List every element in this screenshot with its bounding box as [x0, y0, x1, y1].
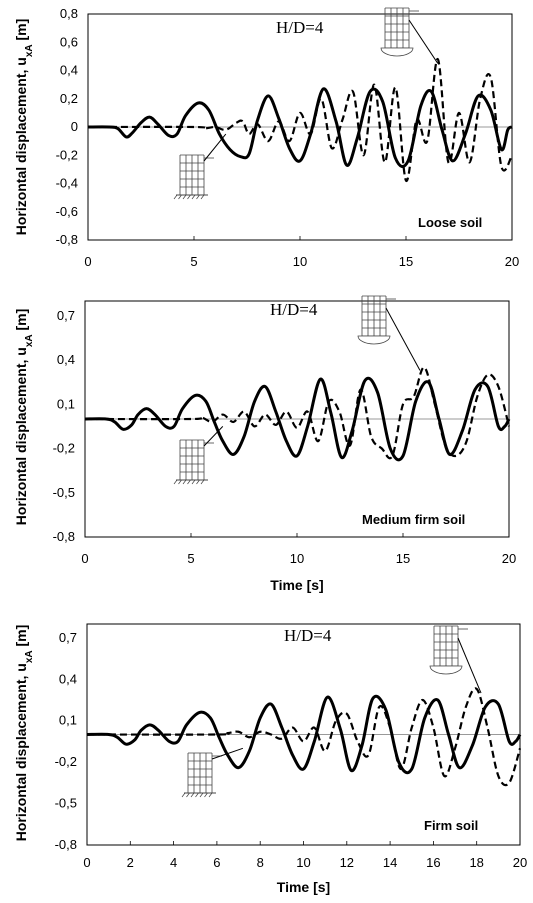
soil-label: Medium firm soil — [362, 512, 465, 527]
soil-label: Loose soil — [418, 215, 482, 230]
x-axis-label: Time [s] — [270, 577, 323, 593]
y-tick-label: -0,4 — [56, 176, 78, 191]
x-tick-label: 0 — [84, 254, 91, 269]
ground-hatch — [182, 194, 187, 200]
ground-hatch — [191, 194, 196, 200]
foundation-icon — [380, 47, 414, 57]
x-tick-label: 2 — [127, 855, 134, 870]
series-line-dashed — [87, 58, 513, 182]
x-tick-label: 14 — [383, 855, 397, 870]
y-tick-label: 0,4 — [59, 671, 77, 686]
ground-hatch — [187, 479, 191, 485]
ground-hatch — [186, 792, 190, 798]
y-tick-label: 0,6 — [60, 34, 78, 49]
annotation-hd: H/D=4 — [276, 18, 324, 37]
x-tick-label: 20 — [505, 254, 519, 269]
foundation-icon — [357, 335, 391, 345]
y-tick-label: 0,1 — [59, 713, 77, 728]
x-axis-label: Time [s] — [277, 879, 330, 895]
x-tick-label: 20 — [513, 855, 527, 870]
ground-hatch — [173, 194, 178, 200]
x-tick-label: 8 — [257, 855, 264, 870]
leader-line — [211, 747, 244, 760]
x-tick-label: 18 — [469, 855, 483, 870]
ground-hatch — [200, 479, 205, 485]
x-tick-label: 16 — [426, 855, 440, 870]
x-tick-label: 4 — [170, 855, 177, 870]
leader-line — [203, 133, 227, 162]
building-icon — [173, 439, 214, 485]
ground-hatch — [178, 479, 182, 485]
y-tick-label: 0,1 — [57, 396, 75, 411]
x-tick-label: 0 — [81, 551, 88, 566]
x-tick-label: 5 — [187, 551, 194, 566]
y-tick-label: 0,8 — [60, 6, 78, 21]
y-axis-label: Horizontal displacement, uxA [m] — [13, 309, 35, 526]
leader-line — [408, 19, 439, 64]
x-tick-label: 15 — [396, 551, 410, 566]
y-tick-label: -0,2 — [56, 147, 78, 162]
ground-hatch — [182, 479, 187, 485]
ground-hatch — [200, 194, 205, 200]
x-tick-label: 0 — [83, 855, 90, 870]
ground-hatch — [208, 792, 213, 798]
y-tick-label: -0,8 — [55, 837, 77, 852]
y-tick-label: 0,2 — [60, 91, 78, 106]
leader-line — [203, 426, 224, 447]
ground-hatch — [173, 479, 178, 485]
annotation-hd: H/D=4 — [270, 300, 318, 319]
x-tick-label: 15 — [399, 254, 413, 269]
x-tick-label: 12 — [340, 855, 354, 870]
ground-hatch — [199, 792, 204, 798]
annotation-hd: H/D=4 — [284, 626, 332, 645]
y-axis-label: Horizontal displacement, uxA [m] — [13, 625, 35, 842]
soil-label: Firm soil — [424, 818, 478, 833]
series-line-solid — [86, 694, 522, 775]
y-tick-label: -0,5 — [55, 796, 77, 811]
y-tick-label: -0,2 — [55, 754, 77, 769]
x-tick-label: 6 — [213, 855, 220, 870]
series-line-solid — [84, 376, 511, 462]
y-tick-label: -0,6 — [56, 204, 78, 219]
chart-panel: 0 2 4 6 8 10 12 14 16 18 20 0,7 0,4 0,1 -0,2 -0,5 -0,8 Ho… — [13, 623, 527, 895]
building-icon — [380, 7, 419, 57]
ground-hatch — [204, 792, 208, 798]
x-tick-label: 10 — [296, 855, 310, 870]
ground-hatch — [191, 479, 196, 485]
foundation-icon — [429, 665, 463, 675]
ground-hatch — [190, 792, 195, 798]
y-tick-label: -0,8 — [53, 529, 75, 544]
x-tick-label: 10 — [293, 254, 307, 269]
x-tick-label: 5 — [190, 254, 197, 269]
y-tick-label: -0,5 — [53, 485, 75, 500]
series-line-solid — [87, 87, 513, 168]
ground-hatch — [196, 479, 200, 485]
building-icon — [181, 752, 222, 798]
building-icon — [429, 625, 468, 675]
y-tick-label: 0,4 — [57, 352, 75, 367]
ground-hatch — [178, 194, 182, 200]
y-tick-label: 0 — [71, 119, 78, 134]
chart-panel: 0 5 10 15 20 0,7 0,4 0,1 -0,2 -0,5 -0,8 Horizontal … — [13, 295, 516, 593]
x-tick-label: 20 — [502, 551, 516, 566]
y-axis-label: Horizontal displacement, uxA [m] — [13, 19, 35, 236]
building-icon — [357, 295, 396, 345]
ground-hatch — [181, 792, 186, 798]
series-line-dashed — [84, 366, 511, 460]
ground-hatch — [187, 194, 191, 200]
y-tick-label: 0,7 — [59, 630, 77, 645]
y-tick-label: 0,7 — [57, 308, 75, 323]
x-tick-label: 10 — [290, 551, 304, 566]
y-tick-label: -0,2 — [53, 441, 75, 456]
y-tick-label: -0,8 — [56, 232, 78, 247]
ground-hatch — [195, 792, 199, 798]
leader-line — [385, 307, 421, 371]
leader-line — [457, 637, 482, 694]
chart-panel: 0 5 10 15 20 0,8 0,6 0,4 0,2 0 -0,2 -0,4 -0,6 -0,8 Hor… — [13, 6, 519, 269]
series-line-dashed — [86, 687, 522, 787]
building-icon — [173, 154, 214, 200]
y-tick-label: 0,4 — [60, 63, 78, 78]
ground-hatch — [196, 194, 200, 200]
